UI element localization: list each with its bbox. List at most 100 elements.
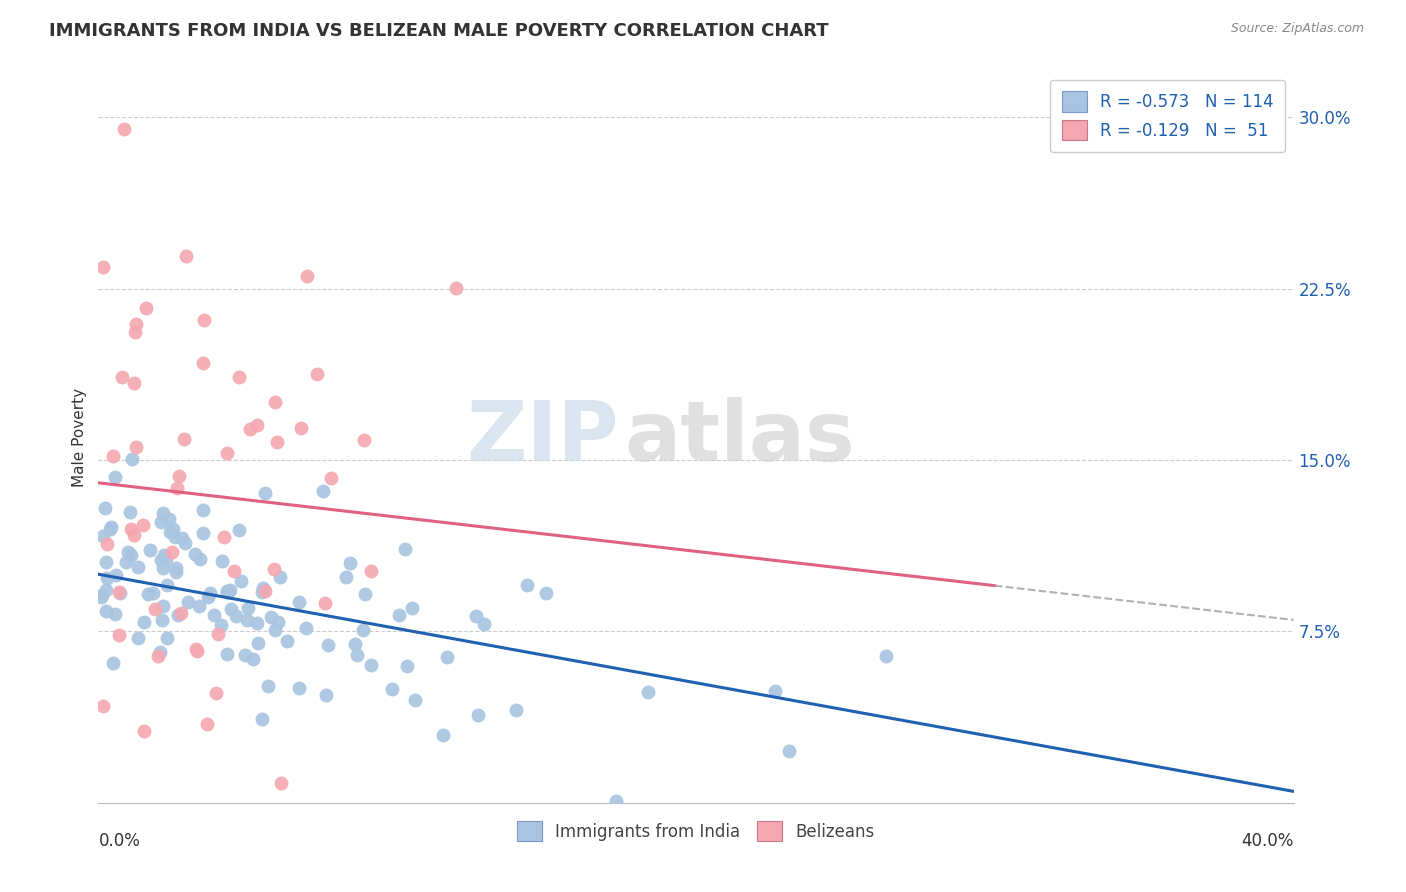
Point <box>307 368 329 382</box>
Point <box>253 583 276 598</box>
Point <box>260 610 283 624</box>
Point <box>150 613 173 627</box>
Point <box>516 578 538 592</box>
Point <box>316 638 339 652</box>
Point <box>91 588 114 602</box>
Point <box>174 535 197 549</box>
Point <box>142 586 165 600</box>
Point <box>166 607 188 622</box>
Point <box>127 559 149 574</box>
Point <box>150 553 173 567</box>
Point <box>778 744 800 758</box>
Point <box>228 523 250 537</box>
Point <box>637 684 659 698</box>
Point <box>100 520 122 534</box>
Point <box>159 524 181 539</box>
Point <box>257 680 280 694</box>
Point <box>162 522 184 536</box>
Point <box>315 688 337 702</box>
Point <box>112 121 135 136</box>
Point <box>184 641 207 656</box>
Point <box>353 433 375 447</box>
Point <box>314 596 336 610</box>
Point <box>139 543 162 558</box>
Point <box>217 583 239 598</box>
Point <box>432 727 454 741</box>
Point <box>156 632 179 646</box>
Point <box>236 600 259 615</box>
Point <box>215 446 238 460</box>
Point <box>136 587 159 601</box>
Point <box>91 260 114 274</box>
Point <box>211 554 233 568</box>
Point <box>224 565 246 579</box>
Point <box>388 608 411 623</box>
Point <box>212 531 235 545</box>
Point <box>173 432 195 446</box>
Point <box>246 417 269 432</box>
Point <box>125 317 148 331</box>
Point <box>207 626 229 640</box>
Point <box>474 616 496 631</box>
Point <box>96 537 118 551</box>
Point <box>290 421 312 435</box>
Point <box>184 548 207 562</box>
Point <box>217 585 239 599</box>
Point <box>245 616 267 631</box>
Point <box>118 505 141 519</box>
Point <box>228 370 250 384</box>
Point <box>270 775 292 789</box>
Point <box>127 631 149 645</box>
Point <box>90 590 112 604</box>
Point <box>177 595 200 609</box>
Point <box>252 582 274 596</box>
Point <box>263 394 285 409</box>
Point <box>254 485 277 500</box>
Point <box>335 569 357 583</box>
Point <box>132 517 155 532</box>
Point <box>217 648 239 662</box>
Point <box>202 607 225 622</box>
Point <box>464 609 486 624</box>
Point <box>354 587 377 601</box>
Point <box>467 707 489 722</box>
Point <box>190 552 212 566</box>
Point <box>263 562 285 576</box>
Point <box>121 452 143 467</box>
Point <box>205 686 228 700</box>
Point <box>103 656 125 670</box>
Point <box>267 615 290 629</box>
Point <box>401 601 423 615</box>
Point <box>269 570 291 584</box>
Point <box>104 607 127 622</box>
Point <box>505 703 527 717</box>
Point <box>219 582 242 597</box>
Point <box>108 585 131 599</box>
Point <box>297 268 319 283</box>
Point <box>763 683 786 698</box>
Point <box>135 301 157 315</box>
Point <box>132 615 155 629</box>
Point <box>103 450 125 464</box>
Point <box>197 590 219 604</box>
Point <box>217 584 239 599</box>
Point <box>96 571 118 585</box>
Point <box>288 595 311 609</box>
Point <box>91 698 114 713</box>
Point <box>105 567 128 582</box>
Point <box>94 500 117 515</box>
Point <box>404 693 426 707</box>
Point <box>193 313 215 327</box>
Point <box>152 549 174 563</box>
Point <box>343 637 366 651</box>
Y-axis label: Male Poverty: Male Poverty <box>72 387 87 487</box>
Point <box>191 503 214 517</box>
Legend: Immigrants from India, Belizeans: Immigrants from India, Belizeans <box>505 809 887 853</box>
Point <box>239 422 262 436</box>
Point <box>169 469 191 483</box>
Point <box>156 578 179 592</box>
Point <box>247 636 270 650</box>
Point <box>381 682 404 697</box>
Point <box>536 586 558 600</box>
Point <box>360 658 382 673</box>
